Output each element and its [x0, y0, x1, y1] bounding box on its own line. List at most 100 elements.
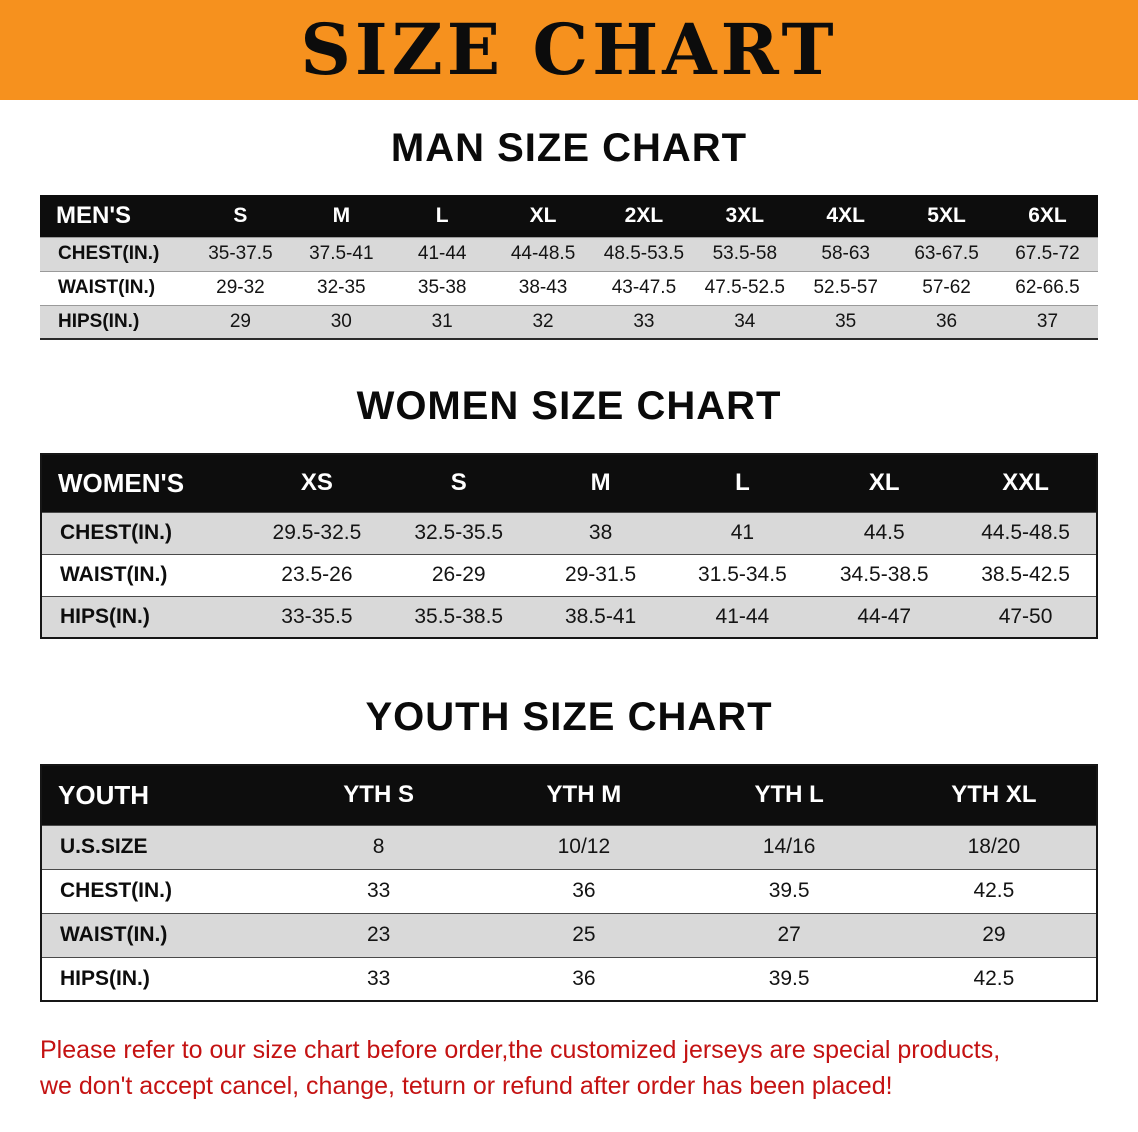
youth-ussize-row: U.S.SIZE 8 10/12 14/16 18/20: [41, 825, 1097, 869]
table-cell: 39.5: [768, 879, 810, 902]
table-cell: 37: [1036, 310, 1059, 332]
table-cell: 23: [366, 923, 391, 946]
column-header: 6XL: [997, 195, 1098, 237]
row-label: HIPS(IN.): [60, 604, 150, 628]
table-cell: 25: [572, 923, 596, 946]
column-header: 4XL: [795, 195, 897, 237]
table-cell: 33-35.5: [281, 604, 353, 628]
table-cell: 39.5: [768, 966, 810, 990]
column-header: YTH XL: [891, 765, 1097, 825]
table-cell: 44.5-48.5: [981, 521, 1070, 544]
column-header: YTH S: [276, 765, 482, 825]
row-label: HIPS(IN.): [58, 310, 140, 332]
row-label: WAIST(IN.): [60, 563, 168, 586]
youth-waist-row: WAIST(IN.) 23 25 27 29: [41, 913, 1097, 957]
youth-chest-row: CHEST(IN.) 33 36 39.5 42.5: [41, 869, 1097, 913]
table-cell: 30: [330, 310, 352, 332]
table-cell: 41: [730, 521, 755, 544]
table-cell: 34: [734, 310, 756, 332]
column-header: XS: [246, 454, 388, 512]
table-cell: 62-66.5: [1015, 277, 1080, 298]
table-cell: 36: [572, 879, 596, 902]
table-cell: 52.5-57: [813, 277, 878, 298]
table-cell: 53.5-58: [712, 243, 778, 264]
women-header-row: WOMEN'S XS S M L XL XXL: [41, 454, 1097, 512]
column-header: YTH M: [481, 765, 687, 825]
column-header: XL: [813, 454, 956, 512]
column-header: 3XL: [694, 195, 796, 237]
youth-hips-row: HIPS(IN.) 33 36 39.5 42.5: [41, 957, 1097, 1001]
men-waist-row: WAIST(IN.) 29-32 32-35 35-38 38-43 43-47…: [40, 271, 1098, 305]
footer-note: Please refer to our size chart before or…: [40, 1032, 1108, 1105]
table-cell: 26-29: [431, 563, 486, 586]
table-cell: 36: [935, 310, 958, 332]
youth-header-row: YOUTH YTH S YTH M YTH L YTH XL: [41, 765, 1097, 825]
women-size-table: WOMEN'S XS S M L XL XXL CHEST(IN.) 29.5-…: [40, 453, 1098, 639]
row-label: CHEST(IN.): [60, 521, 172, 544]
table-cell: 67.5-72: [1015, 243, 1080, 264]
table-cell: 10/12: [557, 835, 611, 858]
row-label: WAIST(IN.): [58, 277, 156, 298]
table-cell: 31.5-34.5: [698, 563, 787, 586]
table-cell: 33: [366, 966, 391, 990]
table-cell: 32: [532, 310, 554, 332]
youth-corner-header: YOUTH: [41, 765, 276, 825]
footer-note-line-2: we don't accept cancel, change, teturn o…: [40, 1072, 893, 1101]
women-chest-row: CHEST(IN.) 29.5-32.5 32.5-35.5 38 41 44.…: [41, 512, 1097, 554]
column-header: M: [529, 454, 672, 512]
column-header: 5XL: [896, 195, 997, 237]
table-cell: 23.5-26: [281, 563, 353, 586]
table-cell: 58-63: [821, 243, 870, 264]
table-cell: 29-31.5: [564, 563, 637, 586]
column-header: L: [671, 454, 814, 512]
men-section-heading: MAN SIZE CHART: [390, 126, 748, 170]
men-corner-header: MEN'S: [40, 195, 190, 237]
table-cell: 8: [372, 835, 385, 858]
table-cell: 35-37.5: [208, 243, 273, 264]
table-cell: 34.5-38.5: [839, 563, 929, 586]
table-cell: 43-47.5: [611, 277, 677, 298]
table-cell: 27: [777, 923, 801, 946]
table-cell: 38-43: [518, 277, 568, 298]
table-cell: 36: [572, 966, 596, 990]
footer-note-line-1: Please refer to our size chart before or…: [40, 1036, 1001, 1064]
table-cell: 29: [982, 923, 1006, 946]
table-cell: 38: [588, 521, 613, 544]
table-cell: 29: [229, 310, 251, 332]
youth-size-table: YOUTH YTH S YTH M YTH L YTH XL U.S.SIZE …: [40, 764, 1098, 1002]
table-cell: 47.5-52.5: [704, 277, 785, 298]
table-cell: 37.5-41: [309, 243, 374, 264]
column-header: S: [190, 195, 291, 237]
column-header: M: [290, 195, 392, 237]
size-chart-banner: SIZE CHART: [0, 0, 1138, 100]
table-cell: 35-38: [417, 277, 467, 298]
table-cell: 29-32: [216, 277, 265, 298]
table-cell: 31: [431, 310, 453, 332]
women-hips-row: HIPS(IN.) 33-35.5 35.5-38.5 38.5-41 41-4…: [41, 596, 1097, 638]
women-waist-row: WAIST(IN.) 23.5-26 26-29 29-31.5 31.5-34…: [41, 554, 1097, 596]
table-cell: 44.5: [863, 521, 905, 544]
youth-section-heading: YOUTH SIZE CHART: [365, 695, 773, 739]
row-label: CHEST(IN.): [58, 243, 160, 264]
table-cell: 42.5: [973, 879, 1015, 902]
table-cell: 14/16: [762, 835, 816, 858]
table-cell: 47-50: [998, 604, 1053, 628]
women-corner-header: WOMEN'S: [41, 454, 246, 512]
table-cell: 18/20: [967, 835, 1021, 858]
column-header: S: [387, 454, 530, 512]
table-cell: 32.5-35.5: [414, 521, 504, 544]
column-header: YTH L: [686, 765, 892, 825]
row-label: CHEST(IN.): [60, 879, 172, 902]
men-header-row: MEN'S S M L XL 2XL 3XL 4XL 5XL 6XL: [40, 195, 1098, 237]
women-section-heading: WOMEN SIZE CHART: [356, 384, 782, 428]
table-cell: 48.5-53.5: [603, 243, 685, 264]
table-cell: 38.5-42.5: [981, 563, 1070, 586]
table-cell: 35.5-38.5: [414, 604, 504, 628]
table-cell: 57-62: [922, 277, 971, 298]
row-label: WAIST(IN.): [60, 923, 168, 946]
table-cell: 63-67.5: [914, 243, 979, 264]
table-cell: 41-44: [417, 243, 467, 264]
row-label: HIPS(IN.): [60, 966, 150, 990]
table-cell: 33: [366, 879, 391, 902]
